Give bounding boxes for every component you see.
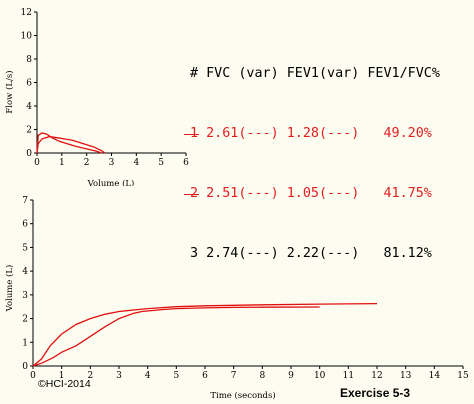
y-tick-label: 2 — [26, 126, 32, 136]
x-tick-label: 8 — [259, 371, 265, 381]
y-tick-label: 5 — [22, 243, 28, 253]
x-tick-label: 0 — [30, 371, 36, 381]
ratio-value: 41.75% — [383, 186, 432, 201]
trial-curve-2 — [32, 306, 320, 367]
x-tick-label: 10 — [314, 371, 326, 381]
fvc-value: 2.61(---) — [206, 126, 279, 141]
y-tick-label: 6 — [22, 220, 28, 230]
y-tick-label: 8 — [26, 55, 32, 65]
y-tick-label: 3 — [22, 291, 28, 301]
trial-curve-1 — [36, 132, 103, 154]
exercise-label: Exercise 5-3 — [340, 386, 411, 400]
flow-volume-axes — [36, 12, 186, 154]
x-tick-label: 13 — [400, 371, 412, 381]
trial-number-header: # — [190, 66, 199, 81]
volume-axis-label: Volume (L) — [4, 265, 15, 313]
x-tick-label: 7 — [231, 371, 237, 381]
x-tick-label: 12 — [371, 371, 382, 381]
y-tick-label: 7 — [22, 196, 28, 206]
ratio-value: 49.20% — [383, 126, 432, 141]
x-tick-label: 4 — [133, 158, 139, 168]
fvc-value: 2.74(---) — [206, 246, 279, 261]
time-axis-label: Time (seconds) — [210, 390, 275, 401]
trial-number: 1 — [183, 124, 200, 144]
result-row: 2 2.51(---) 1.05(---) 41.75% — [183, 184, 440, 204]
y-tick-label: 12 — [21, 8, 32, 18]
trial-curve-2 — [36, 135, 106, 154]
y-tick-label: 0 — [26, 149, 32, 159]
x-tick-label: 5 — [158, 158, 164, 168]
x-tick-label: 14 — [429, 371, 441, 381]
x-tick-label: 0 — [34, 158, 40, 168]
volume-time-curves — [32, 302, 378, 367]
y-tick-label: 10 — [21, 32, 33, 42]
ratio-value: 81.12% — [383, 246, 432, 261]
results-header-row: # FVC (var) FEV1(var) FEV1/FVC% — [190, 64, 440, 84]
x-tick-label: 6 — [183, 158, 189, 168]
fev1-header: FEV1(var) — [286, 66, 360, 81]
y-tick-label: 2 — [22, 315, 28, 325]
x-tick-label: 1 — [59, 371, 65, 381]
fev1-value: 1.05(---) — [286, 186, 360, 201]
y-tick-label: 4 — [26, 102, 32, 112]
x-tick-label: 5 — [173, 371, 179, 381]
x-tick-label: 11 — [343, 371, 354, 381]
x-tick-label: 9 — [288, 371, 294, 381]
flow-volume-curves — [36, 132, 106, 154]
volume-axis-label: Volume (L) — [87, 178, 135, 186]
trial-number: 2 — [183, 184, 200, 204]
ratio-header: FEV1/FVC% — [367, 66, 440, 81]
x-tick-label: 2 — [87, 371, 93, 381]
x-tick-label: 4 — [145, 371, 151, 381]
x-tick-label: 6 — [202, 371, 208, 381]
flow-axis-label: Flow (L/s) — [4, 70, 15, 113]
x-tick-label: 15 — [457, 371, 469, 381]
fvc-header: FVC (var) — [206, 66, 279, 81]
fvc-value: 2.51(---) — [206, 186, 279, 201]
y-tick-label: 6 — [26, 79, 32, 89]
x-tick-label: 3 — [109, 158, 115, 168]
result-row: 3 2.74(---) 2.22(---) 81.12% — [190, 244, 440, 264]
x-tick-label: 1 — [59, 158, 65, 168]
y-tick-label: 4 — [22, 267, 28, 277]
fev1-value: 1.28(---) — [286, 126, 360, 141]
result-row: 1 2.61(---) 1.28(---) 49.20% — [183, 124, 440, 144]
fev1-value: 2.22(---) — [286, 246, 360, 261]
trial-number: 3 — [190, 246, 199, 261]
y-tick-label: 0 — [22, 362, 28, 372]
x-tick-label: 3 — [116, 371, 122, 381]
spirometry-results-table: # FVC (var) FEV1(var) FEV1/FVC% 1 2.61(-… — [183, 24, 440, 284]
volume-time-axes — [32, 200, 463, 367]
y-tick-label: 1 — [22, 338, 28, 348]
copyright-label: ©HCI-2014 — [38, 378, 91, 390]
trial-curve-1 — [32, 302, 378, 367]
x-tick-label: 2 — [84, 158, 90, 168]
